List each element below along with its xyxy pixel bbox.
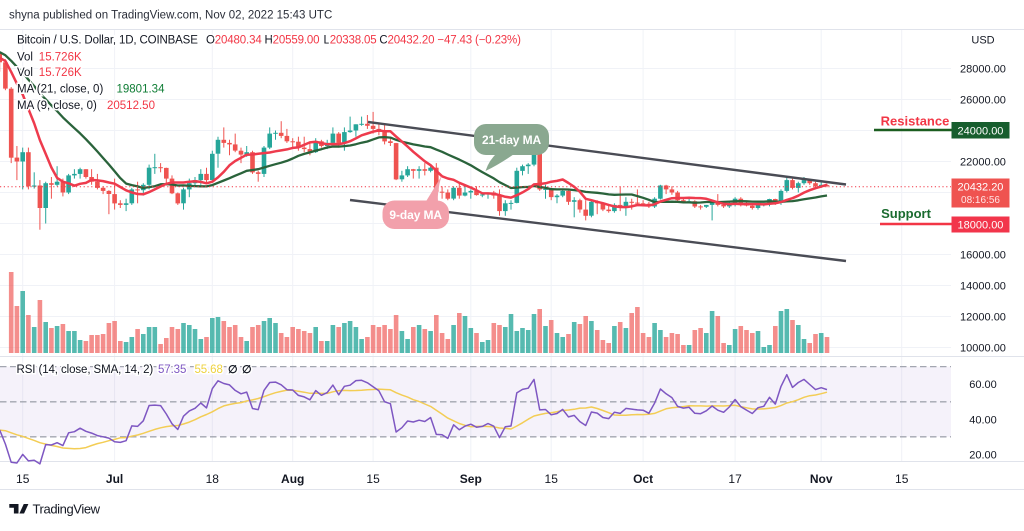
svg-text:Sep: Sep	[460, 472, 482, 486]
svg-text:20.00: 20.00	[969, 449, 997, 461]
svg-text:9-day MA: 9-day MA	[389, 208, 442, 222]
svg-text:17: 17	[728, 472, 742, 486]
svg-text:Resistance: Resistance	[881, 114, 950, 129]
svg-text:TradingView: TradingView	[33, 502, 101, 517]
svg-text:18000.00: 18000.00	[958, 220, 1004, 232]
svg-text:15: 15	[895, 472, 909, 486]
svg-text:Aug: Aug	[281, 472, 304, 486]
svg-text:60.00: 60.00	[969, 379, 997, 391]
svg-text:shyna published on TradingView: shyna published on TradingView.com, Nov …	[9, 10, 332, 22]
svg-text:USD: USD	[971, 35, 994, 47]
svg-text:Support: Support	[881, 206, 931, 221]
svg-text:22000.00: 22000.00	[960, 157, 1006, 169]
svg-text:RSI (14, close, SMA, 14, 2)57.: RSI (14, close, SMA, 14, 2) 57.35 55.68 ∅ ∅	[17, 364, 252, 376]
svg-text:Jul: Jul	[106, 472, 123, 486]
svg-text:Oct: Oct	[633, 472, 653, 486]
svg-text:21-day MA: 21-day MA	[482, 133, 542, 147]
svg-text:12000.00: 12000.00	[960, 312, 1006, 324]
svg-text:MA (9, close, 0)20512.50: MA (9, close, 0) 20512.50	[17, 100, 155, 112]
svg-text:24000.00: 24000.00	[958, 126, 1004, 138]
svg-text:08:16:56: 08:16:56	[961, 195, 1000, 206]
svg-text:14000.00: 14000.00	[960, 281, 1006, 293]
svg-text:26000.00: 26000.00	[960, 95, 1006, 107]
svg-text:16000.00: 16000.00	[960, 250, 1006, 262]
svg-text:40.00: 40.00	[969, 414, 997, 426]
svg-text:Bitcoin / U.S. Dollar, 1D, COI: Bitcoin / U.S. Dollar, 1D, COINBASE O2048…	[17, 35, 521, 47]
svg-text:20432.20: 20432.20	[958, 182, 1004, 194]
svg-text:10000.00: 10000.00	[960, 343, 1006, 355]
svg-text:Nov: Nov	[810, 472, 833, 486]
svg-text:18: 18	[206, 472, 220, 486]
svg-text:15: 15	[545, 472, 559, 486]
svg-text:MA (21, close, 0)19801.34: MA (21, close, 0) 19801.34	[17, 84, 165, 96]
svg-text:28000.00: 28000.00	[960, 64, 1006, 76]
svg-text:15: 15	[16, 472, 30, 486]
svg-text:15: 15	[366, 472, 380, 486]
